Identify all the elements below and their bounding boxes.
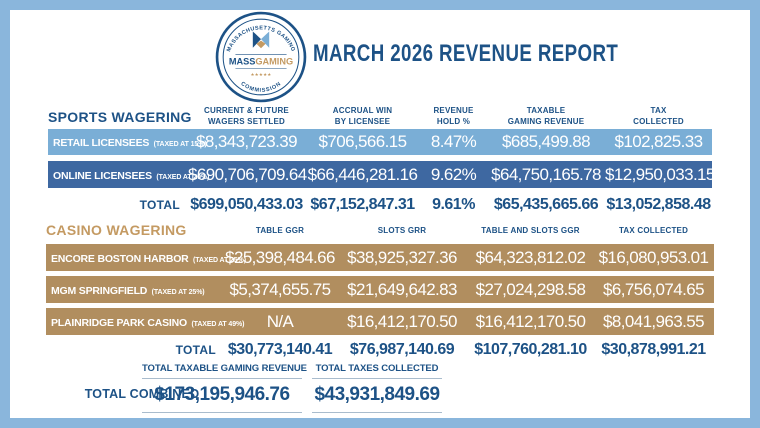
total-value: $30,773,140.41 [227, 341, 333, 358]
total-value: $699,050,433.03 [190, 196, 303, 213]
cell-value: N/A [266, 311, 294, 331]
cell-value: $685,499.88 [502, 132, 591, 151]
page-title: MARCH 2026 REVENUE REPORT [313, 40, 619, 67]
cell-value: $690,706,709.64 [188, 164, 307, 184]
table-row-encore: ENCORE BOSTON HARBOR (TAXED AT 25%) $25,… [46, 244, 714, 271]
total-value: $107,760,281.10 [474, 341, 587, 358]
casino-wagering-section: CASINO WAGERING TABLE GGR SLOTS GRR TABL… [46, 222, 714, 361]
cell-value: $102,825.33 [614, 132, 704, 151]
row-label-text: ENCORE BOSTON HARBOR [51, 252, 189, 265]
row-label: ENCORE BOSTON HARBOR (TAXED AT 25%) [46, 249, 246, 267]
table-row-mgm: MGM SPRINGFIELD (TAXED AT 25%) $5,374,65… [46, 276, 714, 303]
sports-total-row: TOTAL $699,050,433.03 $67,152,847.31 9.6… [48, 194, 712, 216]
column-header: TABLE AND SLOTS GGR [481, 225, 580, 235]
column-header: CURRENT & FUTURE WAGERS SETTLED [204, 106, 289, 126]
row-label-text: PLAINRIDGE PARK CASINO [51, 316, 187, 329]
row-label: RETAIL LICENSEES (TAXED AT 15%) [48, 133, 207, 151]
total-value: $13,052,858.48 [606, 196, 711, 213]
total-value: $67,152,847.31 [310, 196, 415, 213]
row-label-text: RETAIL LICENSEES [53, 137, 150, 149]
cell-value: $25,398,484.66 [225, 247, 335, 267]
total-value: $76,987,140.69 [349, 341, 455, 358]
column-header: SLOTS GRR [377, 225, 427, 235]
column-header: TOTAL TAXABLE GAMING REVENUE [142, 363, 307, 379]
cell-value: $6,756,074.65 [603, 279, 705, 299]
sports-section-title: SPORTS WAGERING [48, 109, 192, 125]
cell-value: $64,323,812.02 [475, 247, 586, 267]
total-value: 9.61% [432, 196, 475, 213]
cell-value: $27,024,298.58 [475, 279, 586, 299]
total-combined-section: TOTAL COMBINED TOTAL TAXABLE GAMING REVE… [10, 363, 530, 418]
combined-value: $173,195,946.76 [142, 379, 302, 413]
cell-value: $12,950,033.15 [605, 164, 715, 184]
total-value: $65,435,665.66 [493, 196, 599, 213]
combined-value: $43,931,849.69 [312, 379, 442, 413]
logo-outer-ring [215, 11, 307, 103]
column-header: REVENUE HOLD % [433, 106, 474, 126]
table-row-retail: RETAIL LICENSEES (TAXED AT 15%) $8,343,7… [48, 129, 712, 155]
combined-taxable-column: TOTAL TAXABLE GAMING REVENUE $173,195,94… [142, 363, 307, 413]
total-value: $30,878,991.21 [601, 341, 706, 358]
total-label: TOTAL [175, 343, 216, 357]
cell-value: 8.47% [430, 132, 477, 151]
row-tax-note: (TAXED AT 25%) [193, 256, 246, 264]
cell-value: $8,041,963.55 [603, 311, 705, 331]
column-header: TAX COLLECTED [633, 106, 684, 126]
cell-value: $706,566.15 [318, 132, 408, 151]
combined-taxes-column: TOTAL TAXES COLLECTED $43,931,849.69 [312, 363, 442, 413]
cell-value: 9.62% [430, 164, 477, 184]
row-tax-note: (TAXED AT 25%) [151, 288, 205, 296]
cell-value: $16,412,170.50 [347, 311, 457, 331]
cell-value: $5,374,655.75 [229, 279, 332, 299]
column-header: TABLE GGR [255, 225, 305, 235]
logo-wordmark: MASSGAMING [229, 57, 293, 67]
cell-value: $16,412,170.50 [475, 311, 586, 331]
table-row-online: ONLINE LICENSEES (TAXED AT 20%) $690,706… [48, 161, 715, 188]
row-label-text: MGM SPRINGFIELD [51, 284, 148, 297]
row-tax-note: (TAXED AT 49%) [191, 320, 245, 328]
column-header: TAXABLE GAMING REVENUE [507, 106, 585, 126]
cell-value: $8,343,723.39 [196, 132, 298, 151]
column-header: TOTAL TAXES COLLECTED [312, 363, 442, 379]
combined-label: TOTAL COMBINED [84, 387, 200, 401]
cell-value: $16,080,953.01 [598, 247, 709, 267]
row-label: ONLINE LICENSEES (TAXED AT 20%) [48, 166, 209, 184]
cell-value: $38,925,327.36 [347, 247, 457, 267]
cell-value: $66,446,281.16 [307, 164, 418, 184]
casino-section-title: CASINO WAGERING [46, 222, 187, 238]
massgaming-logo: MASSACHUSETTS GAMING MASSGAMING ★★★★★ CO… [215, 11, 307, 103]
row-label: PLAINRIDGE PARK CASINO (TAXED AT 49%) [46, 313, 244, 331]
cell-value: $64,750,165.78 [491, 164, 601, 184]
row-tax-note: (TAXED AT 15%) [153, 141, 207, 148]
row-tax-note: (TAXED AT 20%) [156, 173, 210, 181]
sports-header-row: SPORTS WAGERING CURRENT & FUTURE WAGERS … [48, 105, 712, 129]
casino-header-row: CASINO WAGERING TABLE GGR SLOTS GRR TABL… [46, 222, 714, 238]
table-row-plainridge: PLAINRIDGE PARK CASINO (TAXED AT 49%) N/… [46, 308, 714, 335]
logo-stars: ★★★★★ [250, 72, 272, 77]
row-label: MGM SPRINGFIELD (TAXED AT 25%) [46, 281, 224, 299]
logo-inner-ring [222, 18, 300, 96]
sports-wagering-section: SPORTS WAGERING CURRENT & FUTURE WAGERS … [48, 105, 715, 216]
total-label: TOTAL [139, 198, 180, 212]
column-header: ACCRUAL WIN BY LICENSEE [332, 106, 393, 126]
cell-value: $21,649,642.83 [347, 279, 457, 299]
column-header: TAX COLLECTED [618, 225, 689, 235]
row-label-text: ONLINE LICENSEES [53, 169, 152, 182]
logo-flag-icon [252, 31, 270, 49]
casino-total-row: TOTAL $30,773,140.41 $76,987,140.69 $107… [46, 339, 714, 361]
